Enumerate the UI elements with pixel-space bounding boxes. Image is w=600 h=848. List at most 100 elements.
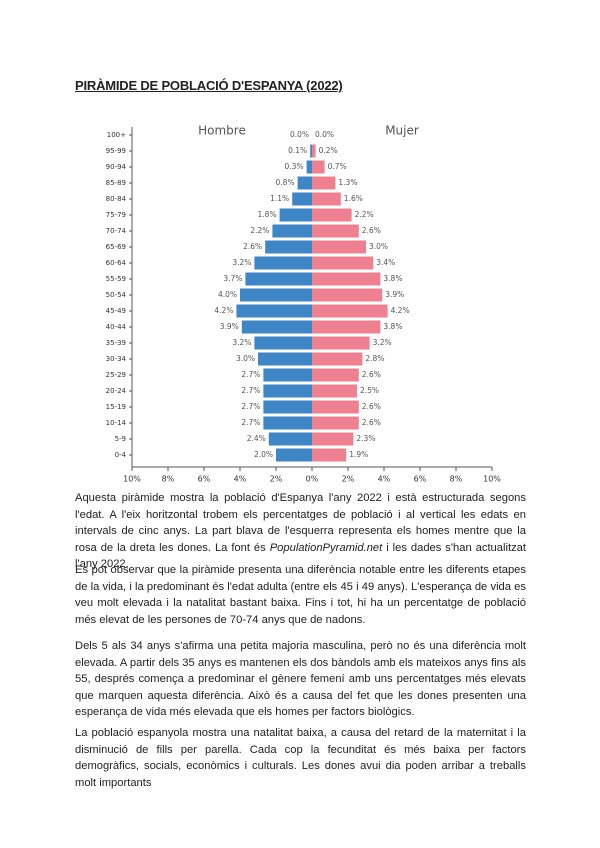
x-tick-label: 8%: [162, 475, 175, 484]
bar: [312, 240, 366, 254]
text-run: Es pot observar que la piràmide presenta…: [75, 564, 526, 626]
bar: [263, 416, 312, 430]
y-tick-label: 65-69: [106, 243, 126, 251]
x-tick-label: 6%: [198, 475, 211, 484]
bar: [312, 192, 341, 206]
y-tick-label: 25-29: [106, 371, 126, 379]
text-run: i les dades s'han actualitzat l'any 2022…: [75, 541, 526, 571]
legend-label: Mujer: [385, 124, 419, 138]
y-tick-label: 40-44: [106, 323, 127, 331]
x-tick-label: 10%: [123, 475, 141, 484]
bar: [312, 352, 363, 366]
value-label: 2.7%: [241, 402, 260, 411]
bar: [279, 208, 312, 222]
source-name: PopulationPyramid.net: [269, 541, 383, 554]
bar: [263, 384, 312, 398]
bar: [263, 400, 312, 414]
bar: [312, 432, 354, 446]
value-label: 1.3%: [338, 178, 357, 187]
population-pyramid: 10% 8% 6% 4% 2% 0% 2% 4% 6% 8% 10% Hombre Mujer 0-4 2.…: [106, 124, 502, 484]
bar: [312, 384, 357, 398]
value-label: 2.7%: [241, 418, 260, 427]
y-tick-label: 75-79: [106, 211, 126, 219]
bar: [312, 320, 381, 334]
y-tick-label: 5-9: [115, 435, 126, 443]
bar: [258, 352, 312, 366]
value-label: 0.0%: [290, 130, 309, 139]
x-tick-label: 2%: [342, 475, 355, 484]
value-label: 3.9%: [220, 322, 239, 331]
value-label: 1.9%: [349, 450, 368, 459]
bar: [312, 448, 347, 462]
value-label: 2.2%: [250, 226, 269, 235]
value-label: 0.8%: [276, 178, 295, 187]
value-label: 3.8%: [383, 322, 402, 331]
value-label: 4.2%: [391, 306, 410, 315]
value-label: 2.0%: [254, 450, 273, 459]
y-tick-label: 30-34: [106, 355, 127, 363]
bar: [312, 416, 359, 430]
y-tick-label: 70-74: [106, 227, 127, 235]
value-label: 2.6%: [362, 226, 381, 235]
value-label: 1.8%: [258, 210, 277, 219]
x-tick-label: 4%: [234, 475, 247, 484]
bar: [312, 208, 352, 222]
paragraph: Es pot observar que la piràmide presenta…: [75, 562, 526, 628]
bar: [312, 336, 370, 350]
y-tick-label: 60-64: [106, 259, 127, 267]
value-label: 4.0%: [218, 290, 237, 299]
value-label: 1.6%: [344, 194, 363, 203]
y-tick-label: 35-39: [106, 339, 126, 347]
bar: [276, 448, 312, 462]
bar: [312, 224, 359, 238]
y-tick-label: 20-24: [106, 387, 127, 395]
value-label: 2.6%: [362, 402, 381, 411]
value-label: 3.2%: [373, 338, 392, 347]
value-label: 3.0%: [369, 242, 388, 251]
bar: [306, 160, 312, 174]
value-label: 3.7%: [223, 274, 242, 283]
text-run: Dels 5 als 34 anys s'afirma una petita m…: [75, 640, 526, 718]
text-run: La població espanyola mostra una natalit…: [75, 727, 526, 789]
bar: [312, 304, 388, 318]
bar: [312, 176, 336, 190]
value-label: 0.0%: [315, 130, 334, 139]
y-tick-label: 95-99: [106, 147, 126, 155]
value-label: 2.3%: [356, 434, 375, 443]
value-label: 2.8%: [365, 354, 384, 363]
value-label: 4.2%: [214, 306, 233, 315]
paragraph: La població espanyola mostra una natalit…: [75, 725, 526, 791]
x-tick-label: 2%: [270, 475, 283, 484]
bar: [310, 144, 312, 158]
x-tick-label: 4%: [378, 475, 391, 484]
value-label: 2.6%: [243, 242, 262, 251]
y-tick-label: 10-14: [106, 419, 127, 427]
bar: [245, 272, 312, 286]
legend-label: Hombre: [198, 124, 246, 138]
value-label: 3.9%: [385, 290, 404, 299]
bar: [312, 160, 325, 174]
bar: [240, 288, 312, 302]
bar: [265, 240, 312, 254]
bar: [241, 320, 312, 334]
value-label: 0.7%: [328, 162, 347, 171]
value-label: 2.4%: [247, 434, 266, 443]
y-tick-label: 45-49: [106, 307, 126, 315]
value-label: 1.1%: [270, 194, 289, 203]
bar: [254, 336, 312, 350]
y-tick-label: 85-89: [106, 179, 126, 187]
y-tick-label: 55-59: [106, 275, 126, 283]
document-title: PIRÀMIDE DE POBLACIÓ D'ESPANYA (2022): [75, 78, 343, 93]
value-label: 2.7%: [241, 370, 260, 379]
value-label: 3.0%: [236, 354, 255, 363]
value-label: 3.8%: [383, 274, 402, 283]
bar: [312, 256, 374, 270]
y-tick-label: 100+: [107, 131, 126, 139]
x-tick-label: 0%: [306, 475, 319, 484]
value-label: 0.3%: [285, 162, 304, 171]
x-tick-label: 6%: [414, 475, 427, 484]
value-label: 2.2%: [355, 210, 374, 219]
value-label: 2.6%: [362, 370, 381, 379]
value-label: 3.2%: [232, 338, 251, 347]
bar: [312, 144, 316, 158]
